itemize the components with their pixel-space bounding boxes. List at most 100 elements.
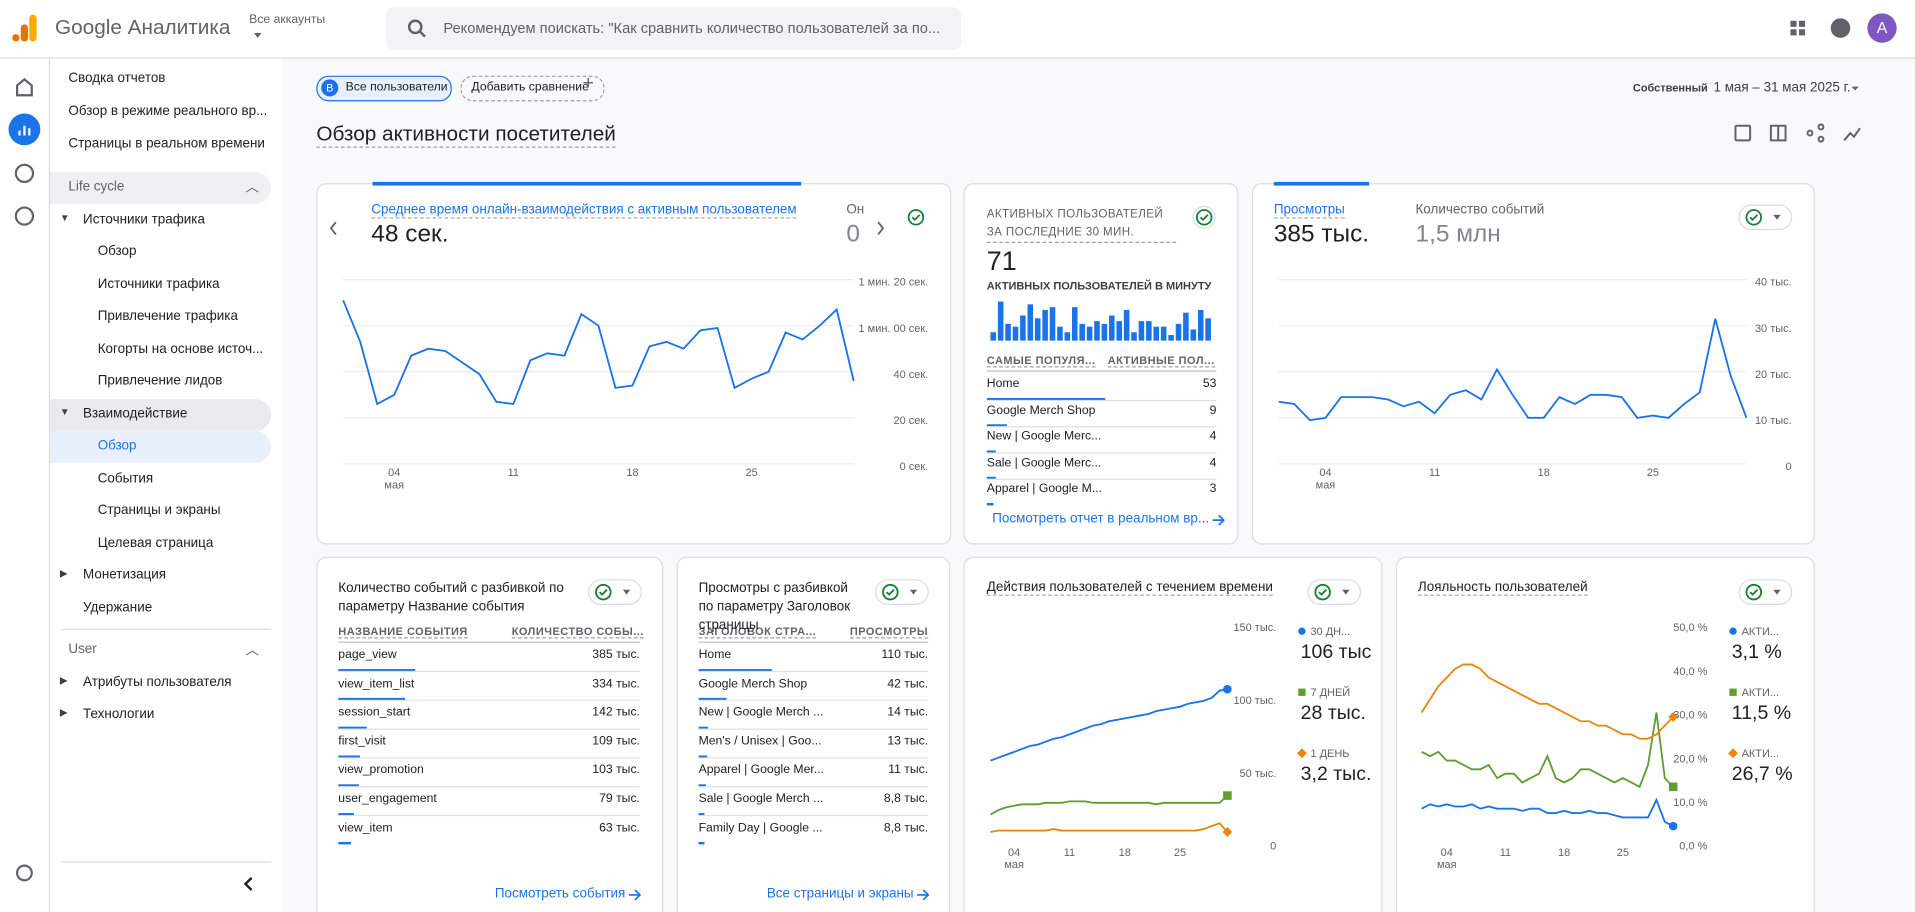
menu-item[interactable]: Привлечение лидов xyxy=(97,373,223,389)
apps-icon[interactable] xyxy=(1790,20,1806,36)
series-line xyxy=(1421,797,1674,827)
bar xyxy=(1034,318,1041,341)
menu-item[interactable]: Когорты на основе источ... xyxy=(97,341,264,356)
x-tick-month: мая xyxy=(1437,859,1457,871)
menu-item[interactable]: Обзор в режиме реального вр... xyxy=(68,103,268,119)
help-icon[interactable] xyxy=(1830,18,1851,38)
menu-group[interactable]: Удержание xyxy=(83,600,153,615)
row-bar xyxy=(338,697,406,701)
bar xyxy=(990,332,997,341)
menu-group[interactable]: Монетизация xyxy=(83,567,167,583)
pill-caret xyxy=(909,589,918,595)
x-tick-month: мая xyxy=(384,479,404,491)
pill-caret xyxy=(1773,214,1781,220)
account-caret[interactable] xyxy=(254,32,262,38)
row-bar xyxy=(698,841,705,845)
menu-item[interactable]: Привлечение трафика xyxy=(97,308,238,324)
check-mark xyxy=(1318,589,1327,596)
row-bar xyxy=(338,726,367,730)
menu-group[interactable]: Взаимодействие xyxy=(83,405,188,421)
search-icon xyxy=(407,19,426,38)
menu-item[interactable]: Страницы и экраны xyxy=(97,503,221,518)
section-title[interactable]: User xyxy=(68,642,97,657)
x-tick-label: 04 xyxy=(1319,467,1331,479)
column-header: АКТИВНЫЕ ПОЛ... xyxy=(1107,354,1215,368)
bar xyxy=(1123,309,1130,341)
nav-rail xyxy=(0,58,51,912)
row-value: 9 xyxy=(1209,403,1217,417)
menu-item[interactable]: Сводка отчетов xyxy=(68,70,166,86)
realtime-subtitle: АКТИВНЫХ ПОЛЬЗОВАТЕЛЕЙ В МИНУТУ xyxy=(986,279,1212,292)
card-link[interactable]: Все страницы и экраны xyxy=(766,886,914,902)
menu-item[interactable]: Обзор xyxy=(97,244,137,259)
collapse-icon[interactable] xyxy=(243,876,253,891)
y-tick-label: 10,0 % xyxy=(1673,797,1707,809)
check-bg xyxy=(1192,205,1216,229)
row-name: first_visit xyxy=(338,734,386,749)
bar xyxy=(1205,318,1211,341)
search-box[interactable] xyxy=(385,7,962,51)
engagement-card xyxy=(316,183,952,545)
menu-group[interactable]: Источники трафика xyxy=(83,211,205,227)
card-link[interactable]: Посмотреть отчет в реальном вр... xyxy=(992,511,1210,527)
menu-group[interactable]: Атрибуты пользователя xyxy=(83,674,232,690)
filter-pill xyxy=(588,579,642,605)
check-mark xyxy=(1749,589,1759,596)
y-tick-label: 100 тыс. xyxy=(1233,695,1276,707)
nav-icons[interactable] xyxy=(8,77,41,882)
series-line xyxy=(342,299,855,406)
legend-value: 3,2 тыс. xyxy=(1301,763,1372,785)
menu-item[interactable]: Страницы в реальном времени xyxy=(68,136,265,152)
segment-label: Все пользователи xyxy=(345,80,448,95)
row-name: view_item xyxy=(338,821,393,835)
menu-item[interactable]: Обзор xyxy=(97,438,137,453)
y-tick-label: 1 мин. 00 сек. xyxy=(859,323,929,335)
segment-chip[interactable] xyxy=(316,75,452,102)
tab-label[interactable]: Количество событий xyxy=(1415,202,1545,218)
search-placeholder[interactable]: Рекомендуем поискать: "Как сравнить коли… xyxy=(443,19,941,37)
row-bar xyxy=(698,813,705,816)
legend-marker xyxy=(1298,627,1306,635)
legend-value: 28 тыс. xyxy=(1301,702,1366,724)
toolbar-icons[interactable] xyxy=(1734,123,1861,143)
bar xyxy=(1027,304,1034,341)
legend-name: 1 ДЕНЬ xyxy=(1310,748,1349,760)
date-range[interactable]: 1 мая – 31 мая 2025 г. xyxy=(1713,80,1851,96)
legend-name: АКТИ... xyxy=(1742,748,1779,760)
menu-item[interactable]: Источники трафика xyxy=(97,276,220,292)
y-tick-label: 30 тыс. xyxy=(1755,323,1792,335)
date-caret[interactable] xyxy=(1851,86,1859,91)
x-tick-label: 04 xyxy=(1441,847,1453,859)
menu-item[interactable]: События xyxy=(97,470,154,486)
menu-divider xyxy=(61,628,272,630)
avatar-letter[interactable]: A xyxy=(1876,18,1888,37)
tab-label[interactable]: Просмотры xyxy=(1273,202,1345,219)
row-bar xyxy=(698,697,727,701)
account-picker[interactable]: Все аккаунты xyxy=(249,13,326,27)
column-header: КОЛИЧЕСТВО СОБЫ... xyxy=(511,625,644,639)
y-tick-label: 1 мин. 20 сек. xyxy=(859,277,929,289)
row-bar xyxy=(338,755,361,758)
tab-arrows[interactable] xyxy=(329,221,885,235)
menu-item[interactable]: Целевая страница xyxy=(97,535,214,551)
tab-label[interactable]: Он xyxy=(846,202,865,218)
bar xyxy=(1197,309,1204,341)
avatar[interactable] xyxy=(1867,13,1897,43)
section-title[interactable]: Life cycle xyxy=(68,179,125,195)
link-arrow xyxy=(1212,514,1225,526)
bar xyxy=(1094,321,1100,341)
card-link[interactable]: Посмотреть события xyxy=(494,886,626,902)
legend-value: 106 тыс xyxy=(1301,641,1372,663)
series-line xyxy=(1420,663,1674,740)
y-tick-label: 40,0 % xyxy=(1673,666,1707,678)
compare-chip[interactable] xyxy=(460,75,605,102)
tab-value: 1,5 млн xyxy=(1415,220,1501,248)
check-icon xyxy=(882,583,899,601)
menu-group[interactable]: Технологии xyxy=(83,706,155,722)
bar xyxy=(1175,323,1182,341)
row-bar xyxy=(698,726,708,730)
row-value: 14 тыс. xyxy=(887,705,929,720)
row-bar xyxy=(338,669,416,672)
tab-label[interactable]: Среднее время онлайн-взаимодействия с ак… xyxy=(371,202,797,219)
